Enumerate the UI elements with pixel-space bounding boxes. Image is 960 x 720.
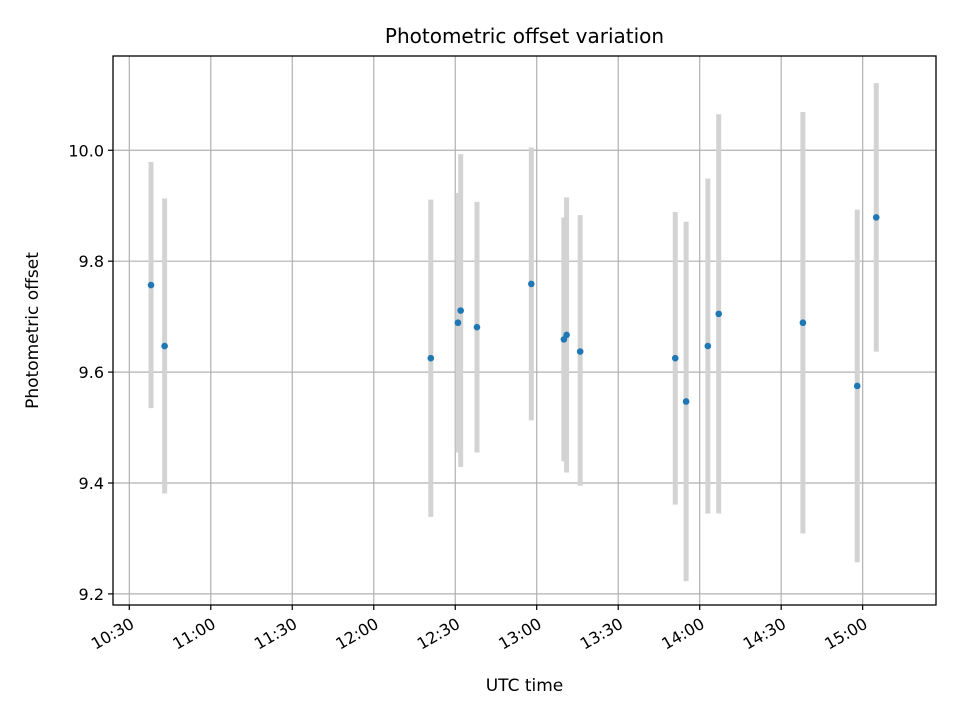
y-axis-ticks: 9.2 9.4 9.6 9.8 10.0	[68, 141, 113, 604]
data-point	[704, 342, 712, 350]
x-tick-label: 14:00	[658, 614, 707, 654]
x-axis-ticks: 10:30 11:00 11:30 12:00 12:30 13:00 13:30 14:00…	[88, 605, 871, 654]
x-tick-label: 11:00	[169, 614, 218, 654]
y-tick-label: 9.8	[79, 252, 104, 271]
x-tick-label: 13:00	[495, 614, 544, 654]
x-tick-label: 12:30	[414, 614, 463, 654]
y-tick-label: 10.0	[68, 141, 104, 160]
y-axis-label: Photometric offset	[23, 252, 43, 409]
data-point	[147, 281, 155, 289]
data-point	[715, 310, 723, 318]
error-bars	[148, 83, 879, 582]
x-tick-label: 11:30	[251, 614, 300, 654]
data-point	[872, 214, 880, 221]
x-tick-label: 14:30	[740, 614, 789, 654]
data-point	[457, 307, 464, 314]
grid-lines	[113, 56, 936, 605]
data-point	[799, 319, 807, 327]
data-point	[563, 331, 570, 339]
data-point	[853, 382, 861, 390]
data-point	[427, 354, 435, 362]
data-point	[671, 354, 679, 362]
data-point	[454, 319, 462, 327]
data-point	[527, 280, 535, 288]
y-tick-label: 9.6	[79, 363, 104, 382]
data-point	[576, 348, 584, 355]
data-point	[473, 323, 481, 331]
data-point	[161, 342, 168, 350]
plot-frame	[112, 55, 937, 606]
x-tick-label: 15:00	[821, 614, 870, 654]
x-tick-label: 10:30	[88, 614, 137, 654]
data-points	[147, 214, 880, 405]
y-tick-label: 9.2	[79, 585, 104, 604]
data-point	[682, 398, 690, 405]
x-axis-label: UTC time	[486, 676, 564, 696]
y-tick-label: 9.4	[79, 474, 104, 493]
x-tick-label: 13:30	[577, 614, 626, 654]
chart-title: Photometric offset variation	[385, 24, 664, 48]
x-tick-label: 12:00	[332, 614, 381, 654]
